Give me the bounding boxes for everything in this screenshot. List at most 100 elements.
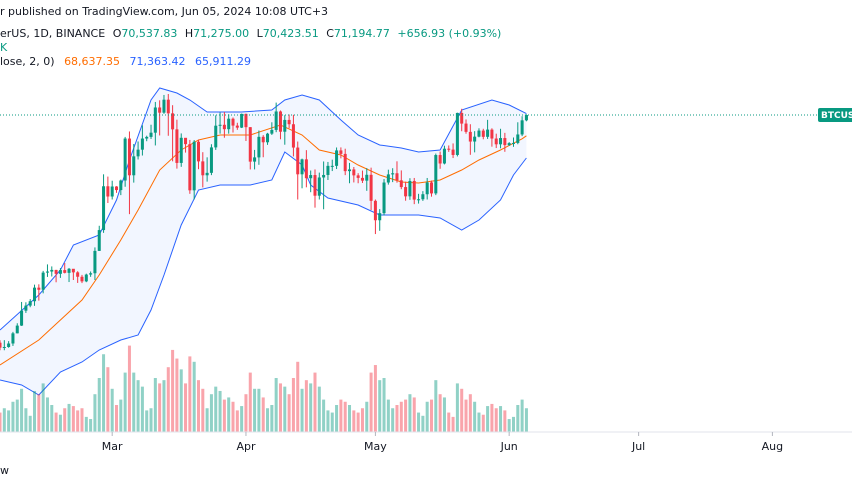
volume-bar	[417, 412, 421, 432]
volume-bar	[214, 386, 218, 432]
volume-bar	[391, 408, 395, 432]
volume-bar	[71, 406, 75, 432]
candle-body	[473, 136, 477, 142]
volume-bar	[175, 358, 179, 432]
candle-body	[330, 165, 334, 167]
candle-body	[24, 305, 28, 311]
candle-body	[158, 107, 162, 113]
volume-bar	[425, 401, 429, 432]
volume-bar	[244, 394, 248, 432]
candle-body	[33, 287, 37, 302]
symbol: erUS, 1D, BINANCE	[0, 27, 106, 40]
candle-body	[110, 186, 114, 197]
candle-body	[231, 118, 235, 126]
volume-bar	[136, 380, 140, 432]
volume-bar	[352, 410, 356, 432]
volume-legend: K	[0, 41, 8, 54]
candle-body	[248, 127, 252, 162]
volume-bar	[408, 394, 412, 432]
volume-bar	[24, 408, 28, 432]
x-tick-label: Apr	[236, 440, 256, 453]
volume-bar	[447, 412, 451, 432]
candle-body	[63, 270, 67, 273]
candle-body	[417, 199, 421, 201]
candle-body	[76, 272, 80, 277]
volume-bar	[201, 388, 205, 432]
volume-bar	[442, 397, 446, 432]
candle-body	[339, 150, 343, 154]
candle-body	[2, 346, 6, 348]
candle-body	[257, 136, 261, 158]
candle-body	[524, 115, 528, 121]
candle-body	[201, 161, 205, 176]
candle-body	[278, 111, 282, 132]
volume-bar	[140, 386, 144, 432]
ohlc-label: O	[112, 27, 122, 40]
volume-bar	[205, 408, 209, 432]
indicator-legend: lose, 2, 0) 68,637.35 71,363.42 65,911.2…	[0, 55, 251, 68]
candle-body	[499, 138, 503, 145]
candle-body	[404, 187, 408, 197]
candle-body	[45, 271, 49, 273]
volume-bar	[434, 380, 438, 432]
volume-bar	[343, 401, 347, 432]
volume-bar	[330, 412, 334, 432]
band-basis	[0, 124, 527, 366]
volume-bar	[0, 412, 2, 432]
candle-body	[80, 276, 84, 282]
volume-bar	[296, 361, 300, 432]
volume-bar	[266, 408, 270, 432]
volume-bar	[33, 390, 37, 432]
candle-body	[343, 153, 347, 172]
candle-body	[192, 141, 196, 191]
volume-bar	[171, 349, 175, 432]
candle-body	[136, 149, 140, 157]
candle-body	[127, 138, 131, 176]
candle-body	[429, 182, 434, 194]
volume-bar	[412, 397, 416, 432]
candle-body	[447, 148, 451, 150]
volume-bar	[468, 394, 472, 432]
candle-body	[253, 157, 257, 162]
volume-bar	[192, 361, 196, 432]
volume-bar	[326, 410, 330, 432]
candle-body	[97, 230, 101, 251]
candle-body	[490, 129, 494, 139]
candle-body	[196, 141, 201, 162]
volume-bar	[188, 356, 192, 432]
volume-bar	[309, 383, 313, 432]
candle-body	[360, 177, 364, 181]
candle-body	[218, 124, 222, 126]
candle-body	[89, 273, 93, 275]
indicator: lose, 2, 0)	[0, 55, 55, 68]
volume-bar	[438, 394, 442, 432]
candle-body	[326, 165, 330, 175]
candle-body	[356, 175, 360, 178]
volume-bar	[460, 388, 464, 432]
volume-bar	[93, 394, 97, 432]
volume-bar	[511, 416, 515, 432]
candle-body	[365, 174, 369, 181]
candle-body	[274, 111, 278, 130]
candle-body	[140, 138, 144, 150]
volume-bar	[274, 378, 278, 432]
volume-bar	[184, 383, 188, 432]
volume-bar	[209, 394, 213, 432]
candle-body	[0, 342, 2, 348]
candle-body	[67, 268, 71, 273]
candle-body	[50, 269, 54, 272]
candle-body	[209, 147, 213, 173]
volume-bar	[382, 378, 386, 432]
volume-bar	[313, 372, 317, 432]
ohlc-label: C	[326, 27, 334, 40]
candle-body	[7, 343, 11, 347]
volume-bar	[76, 410, 80, 432]
candle-body	[11, 333, 15, 344]
candle-body	[304, 159, 308, 179]
candle-body	[28, 301, 32, 306]
ohlc-value: 70,537.83	[121, 27, 178, 40]
volume-bar	[54, 412, 58, 432]
ohlc-label: H	[184, 27, 194, 40]
candle-body	[503, 138, 507, 146]
candle-body	[235, 125, 239, 128]
